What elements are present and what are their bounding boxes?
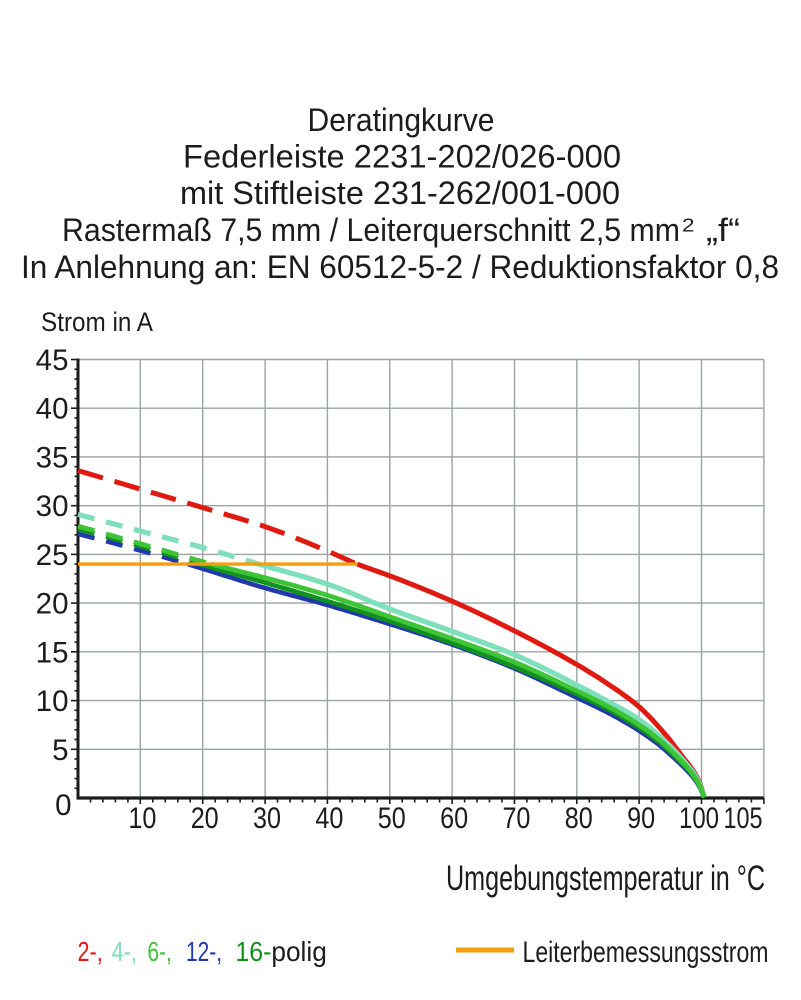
svg-text:2-,: 2-,: [78, 936, 103, 967]
svg-text:50: 50: [378, 802, 406, 835]
svg-text:10: 10: [36, 685, 69, 718]
svg-text:60: 60: [440, 802, 468, 835]
svg-text:80: 80: [565, 802, 593, 835]
svg-text:90: 90: [627, 802, 655, 835]
svg-text:4-,: 4-,: [112, 936, 137, 967]
svg-text:15: 15: [36, 636, 69, 669]
svg-text:20: 20: [191, 802, 219, 835]
svg-text:45: 45: [36, 344, 69, 377]
svg-text:105: 105: [724, 802, 763, 835]
svg-text:Leiterbemessungsstrom: Leiterbemessungsstrom: [523, 936, 769, 969]
svg-text:Federleiste 2231-202/026-000: Federleiste 2231-202/026-000: [183, 139, 621, 175]
svg-text:6-,: 6-,: [147, 936, 172, 967]
svg-text:20: 20: [36, 588, 69, 621]
svg-text:In Anlehnung an: EN 60512-5-2: In Anlehnung an: EN 60512-5-2 / Reduktio…: [21, 249, 779, 285]
svg-text:0: 0: [55, 789, 71, 822]
svg-text:30: 30: [253, 802, 281, 835]
svg-text:Rastermaß 7,5 mm / Leiterquers: Rastermaß 7,5 mm / Leiterquerschnitt 2,5…: [62, 212, 680, 248]
svg-text:mit Stiftleiste 231-262/001-00: mit Stiftleiste 231-262/001-000: [180, 175, 620, 211]
svg-text:5: 5: [52, 734, 68, 767]
svg-text:40: 40: [36, 393, 69, 426]
svg-text:40: 40: [315, 802, 343, 835]
svg-text:2: 2: [682, 216, 695, 236]
svg-text:Strom in A: Strom in A: [41, 307, 153, 337]
svg-text:12-,: 12-,: [186, 936, 222, 967]
svg-text:100: 100: [679, 802, 719, 835]
svg-text:25: 25: [36, 539, 69, 572]
svg-text:Deratingkurve: Deratingkurve: [308, 102, 495, 138]
svg-text:Umgebungstemperatur in °C: Umgebungstemperatur in °C: [446, 859, 765, 898]
svg-text:„f“: „f“: [706, 212, 740, 248]
svg-text:35: 35: [36, 441, 69, 474]
svg-text:30: 30: [36, 490, 69, 523]
svg-text:16-: 16-: [235, 936, 271, 967]
svg-text:70: 70: [502, 802, 530, 835]
svg-text:10: 10: [128, 802, 156, 835]
svg-text:polig: polig: [271, 936, 326, 967]
